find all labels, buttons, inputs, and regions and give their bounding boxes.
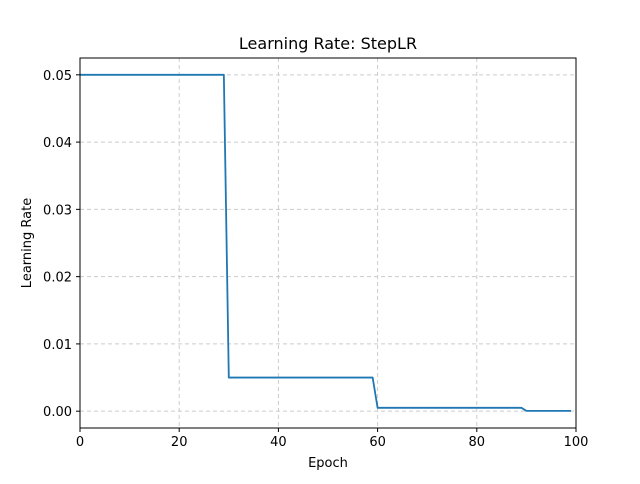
y-tick-label: 0.03 bbox=[43, 203, 72, 218]
plot-area-background bbox=[80, 58, 576, 428]
x-tick-label: 20 bbox=[171, 435, 188, 450]
chart-title: Learning Rate: StepLR bbox=[239, 34, 417, 53]
y-tick-label: 0.01 bbox=[43, 338, 72, 353]
y-tick-label: 0.00 bbox=[43, 405, 72, 420]
y-axis-label: Learning Rate bbox=[20, 198, 35, 288]
x-axis-label: Epoch bbox=[308, 456, 348, 471]
x-tick-label: 40 bbox=[270, 435, 287, 450]
y-tick-label: 0.04 bbox=[43, 136, 72, 151]
x-tick-label: 100 bbox=[564, 435, 589, 450]
y-tick-label: 0.02 bbox=[43, 271, 72, 286]
x-tick-label: 0 bbox=[76, 435, 84, 450]
x-tick-label: 80 bbox=[469, 435, 486, 450]
y-axis-ticks: 0.00 0.01 0.02 0.03 0.04 0.05 bbox=[43, 69, 80, 420]
x-tick-label: 60 bbox=[369, 435, 386, 450]
series-line bbox=[80, 73, 572, 412]
plot-area-frame bbox=[79, 57, 577, 429]
y-tick-label: 0.05 bbox=[43, 69, 72, 84]
series-layer bbox=[80, 73, 572, 412]
x-axis-ticks: 0 20 40 60 80 100 bbox=[76, 428, 589, 450]
